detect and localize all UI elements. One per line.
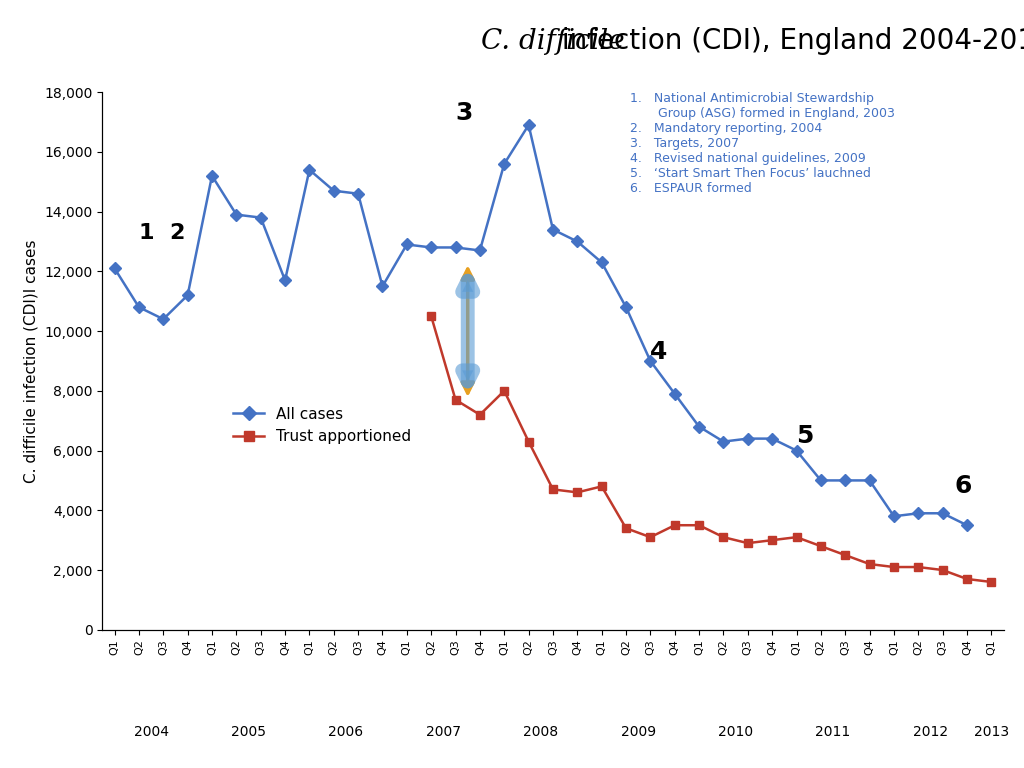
Y-axis label: C. difficile infection (CDI)I cases: C. difficile infection (CDI)I cases	[24, 239, 39, 483]
Text: 2004: 2004	[133, 725, 169, 740]
Text: 1.   National Antimicrobial Stewardship
       Group (ASG) formed in England, 20: 1. National Antimicrobial Stewardship Gr…	[630, 92, 895, 195]
Text: 6: 6	[954, 475, 972, 498]
Text: 3: 3	[456, 101, 473, 125]
Text: 5: 5	[797, 424, 814, 448]
Legend: All cases, Trust apportioned: All cases, Trust apportioned	[227, 401, 418, 450]
Text: 2007: 2007	[426, 725, 461, 740]
Text: 2009: 2009	[621, 725, 655, 740]
Text: 4: 4	[650, 340, 668, 364]
Text: 2008: 2008	[523, 725, 558, 740]
Text: 2005: 2005	[231, 725, 266, 740]
Text: infection (CDI), England 2004-2013: infection (CDI), England 2004-2013	[553, 27, 1024, 55]
Text: 2012: 2012	[912, 725, 948, 740]
Text: 2010: 2010	[718, 725, 754, 740]
Text: C. difficile: C. difficile	[481, 28, 625, 55]
Text: 2011: 2011	[815, 725, 851, 740]
Text: 2013: 2013	[974, 725, 1009, 740]
Text: 2006: 2006	[329, 725, 364, 740]
Text: 1  2: 1 2	[139, 223, 185, 243]
